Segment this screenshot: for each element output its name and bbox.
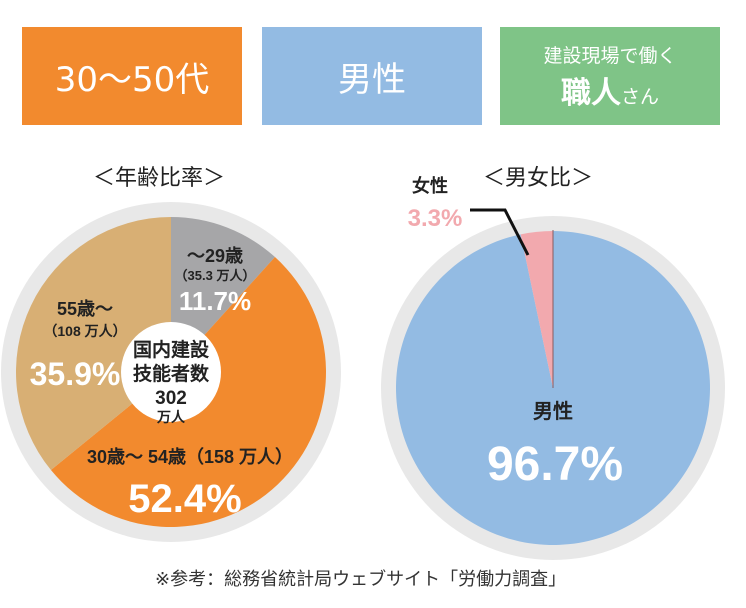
- male-pct: 96.7%: [487, 438, 623, 491]
- source-note: ※参考：総務省統計局ウェブサイト「労働力調査」: [155, 569, 567, 590]
- banner-gender: 男性: [262, 27, 482, 125]
- banner-age: 30〜50代: [22, 27, 242, 125]
- age-slice-2-sub: （108 万人）: [43, 323, 126, 339]
- age-slice-1-label: 30歳〜 54歳（158 万人）: [87, 447, 293, 467]
- age-center-label-0: 国内建設: [133, 338, 210, 361]
- age-slice-2-pct: 35.9%: [30, 356, 121, 392]
- banner-gender-text: 男性: [338, 59, 406, 100]
- age-center-label-1: 技能者数: [133, 362, 210, 385]
- age-center-label-2: 302: [155, 388, 187, 409]
- age-slice-1-pct: 52.4%: [128, 477, 241, 521]
- age-center-label-3: 万人: [156, 409, 186, 425]
- gender-chart-title: ＜男女比＞: [483, 166, 594, 191]
- banner-workers: 建設現場で働く 職人さん: [500, 27, 720, 125]
- banner-workers-main: 職人: [560, 75, 621, 111]
- age-chart-title: ＜年齢比率＞: [93, 166, 226, 191]
- female-pct: 3.3%: [408, 205, 463, 232]
- age-slice-0-label: 〜29歳: [187, 246, 243, 266]
- age-pie-slice-2: [15, 217, 172, 471]
- banner-workers-line2: 職人さん: [561, 68, 659, 112]
- age-pie-center: [121, 322, 221, 422]
- age-slice-0-pct: 11.7%: [179, 286, 251, 316]
- gender-pie-slice-1: [520, 231, 553, 388]
- age-slice-0-sub: （35.3 万人）: [175, 268, 256, 283]
- male-label: 男性: [533, 400, 573, 423]
- age-slice-2-label: 55歳〜: [57, 299, 113, 319]
- banner-workers-line1: 建設現場で働く: [543, 44, 677, 67]
- banner-workers-suffix: さん: [620, 85, 659, 108]
- female-leader-line: [470, 208, 530, 256]
- banner-age-text: 30〜50代: [54, 59, 210, 100]
- female-label: 女性: [412, 175, 448, 196]
